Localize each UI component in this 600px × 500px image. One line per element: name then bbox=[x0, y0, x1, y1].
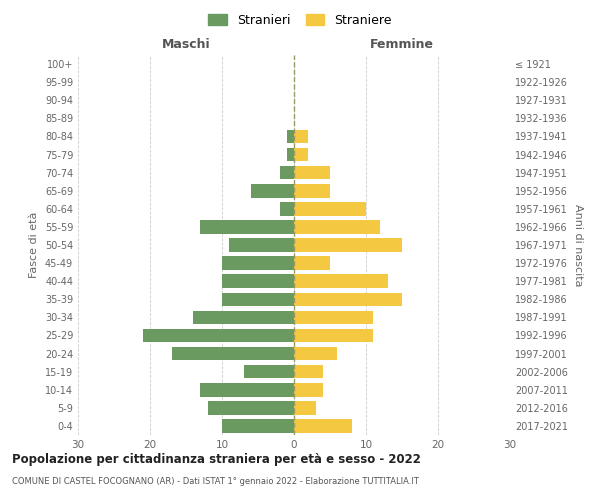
Bar bbox=[294, 365, 323, 378]
Bar bbox=[172, 347, 294, 360]
Bar bbox=[294, 401, 316, 414]
Text: Femmine: Femmine bbox=[370, 38, 434, 52]
Bar bbox=[294, 202, 366, 215]
Bar bbox=[294, 383, 323, 396]
Bar bbox=[222, 256, 294, 270]
Bar bbox=[294, 328, 373, 342]
Bar bbox=[294, 292, 402, 306]
Bar bbox=[244, 365, 294, 378]
Legend: Stranieri, Straniere: Stranieri, Straniere bbox=[203, 8, 397, 32]
Bar bbox=[280, 202, 294, 215]
Bar bbox=[200, 220, 294, 234]
Bar bbox=[294, 148, 308, 162]
Text: Popolazione per cittadinanza straniera per età e sesso - 2022: Popolazione per cittadinanza straniera p… bbox=[12, 452, 421, 466]
Y-axis label: Anni di nascita: Anni di nascita bbox=[574, 204, 583, 286]
Bar bbox=[143, 328, 294, 342]
Bar bbox=[294, 166, 330, 179]
Bar bbox=[294, 130, 308, 143]
Bar bbox=[294, 274, 388, 288]
Bar bbox=[294, 256, 330, 270]
Bar bbox=[294, 184, 330, 198]
Bar bbox=[294, 347, 337, 360]
Bar bbox=[193, 310, 294, 324]
Bar bbox=[222, 274, 294, 288]
Text: Maschi: Maschi bbox=[161, 38, 211, 52]
Bar bbox=[208, 401, 294, 414]
Bar bbox=[222, 419, 294, 432]
Bar bbox=[287, 130, 294, 143]
Bar bbox=[287, 148, 294, 162]
Bar bbox=[294, 220, 380, 234]
Bar bbox=[200, 383, 294, 396]
Bar bbox=[294, 238, 402, 252]
Bar bbox=[280, 166, 294, 179]
Y-axis label: Fasce di età: Fasce di età bbox=[29, 212, 39, 278]
Bar bbox=[229, 238, 294, 252]
Bar bbox=[294, 419, 352, 432]
Bar bbox=[251, 184, 294, 198]
Bar bbox=[222, 292, 294, 306]
Bar bbox=[294, 310, 373, 324]
Text: COMUNE DI CASTEL FOCOGNANO (AR) - Dati ISTAT 1° gennaio 2022 - Elaborazione TUTT: COMUNE DI CASTEL FOCOGNANO (AR) - Dati I… bbox=[12, 478, 419, 486]
